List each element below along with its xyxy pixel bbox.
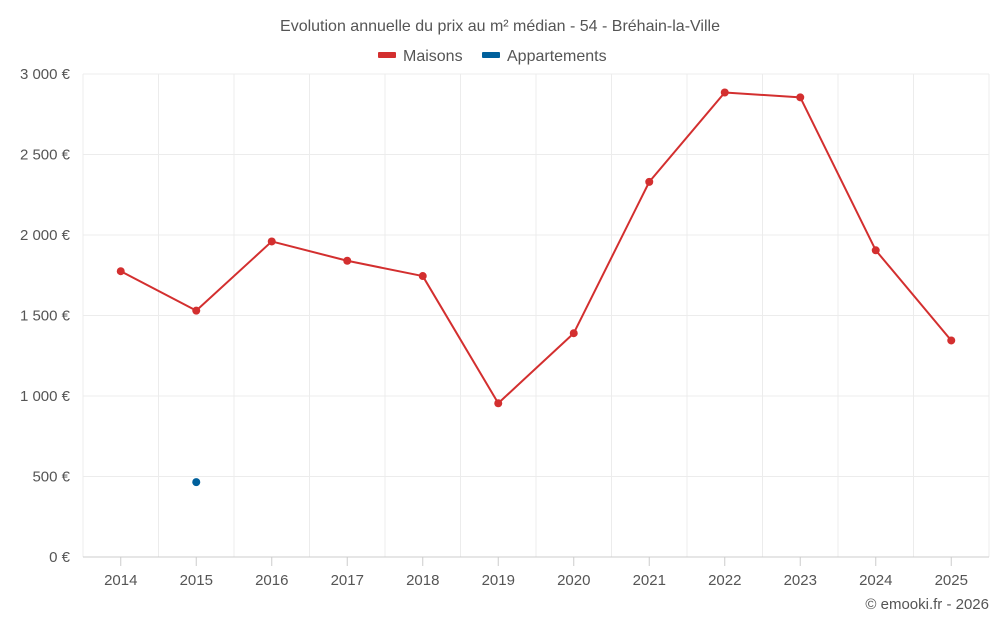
chart-title: Evolution annuelle du prix au m² médian …	[280, 18, 720, 35]
legend-label-appartements: Appartements	[507, 48, 607, 65]
data-point-maisons-2022[interactable]	[720, 88, 729, 97]
data-point-maisons-2018[interactable]	[418, 272, 427, 281]
y-tick-label: 1 000 €	[20, 388, 71, 405]
y-tick-label: 2 500 €	[20, 147, 71, 164]
x-tick-label: 2014	[104, 572, 137, 589]
legend-swatch-maisons	[378, 52, 396, 58]
y-tick-label: 2 000 €	[20, 227, 71, 244]
grid	[82, 73, 990, 558]
data-point-maisons-2015[interactable]	[192, 306, 201, 315]
x-tick-label: 2015	[180, 572, 213, 589]
x-tick-label: 2016	[255, 572, 288, 589]
data-point-maisons-2020[interactable]	[569, 329, 578, 338]
y-tick-label: 3 000 €	[20, 66, 71, 83]
legend-item-appartements[interactable]: Appartements	[482, 48, 607, 65]
credit: © emooki.fr - 2026	[865, 596, 989, 613]
x-tick-label: 2021	[633, 572, 666, 589]
x-axis-labels: 2014 2015 2016 2017 2018 2019 2020 2021 2022 2023…	[104, 557, 968, 589]
data-point-maisons-2024[interactable]	[871, 246, 880, 255]
data-point-maisons-2017[interactable]	[343, 256, 352, 265]
y-tick-label: 500 €	[32, 469, 70, 486]
data-point-maisons-2021[interactable]	[645, 177, 654, 186]
data-point-maisons-2023[interactable]	[796, 93, 805, 102]
legend: Maisons Appartements	[378, 48, 607, 65]
x-tick-label: 2023	[784, 572, 817, 589]
series-line-maisons	[120, 91, 953, 405]
x-tick-label: 2024	[859, 572, 892, 589]
y-tick-label: 0 €	[49, 549, 71, 566]
x-tick-label: 2025	[935, 572, 968, 589]
legend-label-maisons: Maisons	[403, 48, 463, 65]
legend-swatch-appartements	[482, 52, 500, 58]
x-tick-label: 2018	[406, 572, 439, 589]
y-tick-label: 1 500 €	[20, 308, 71, 325]
data-point-maisons-2014[interactable]	[116, 267, 125, 276]
series-layer	[116, 88, 956, 487]
legend-item-maisons[interactable]: Maisons	[378, 48, 463, 65]
data-point-maisons-2025[interactable]	[947, 336, 956, 345]
x-tick-label: 2019	[482, 572, 515, 589]
data-point-maisons-2016[interactable]	[267, 237, 276, 246]
y-axis-labels: 0 € 500 € 1 000 € 1 500 € 2 000 € 2 500 € 3 00…	[20, 66, 71, 566]
data-point-maisons-2019[interactable]	[494, 399, 503, 408]
x-tick-label: 2022	[708, 572, 741, 589]
data-point-appartements-2015[interactable]	[192, 478, 201, 487]
x-tick-label: 2020	[557, 572, 590, 589]
x-tick-label: 2017	[331, 572, 364, 589]
